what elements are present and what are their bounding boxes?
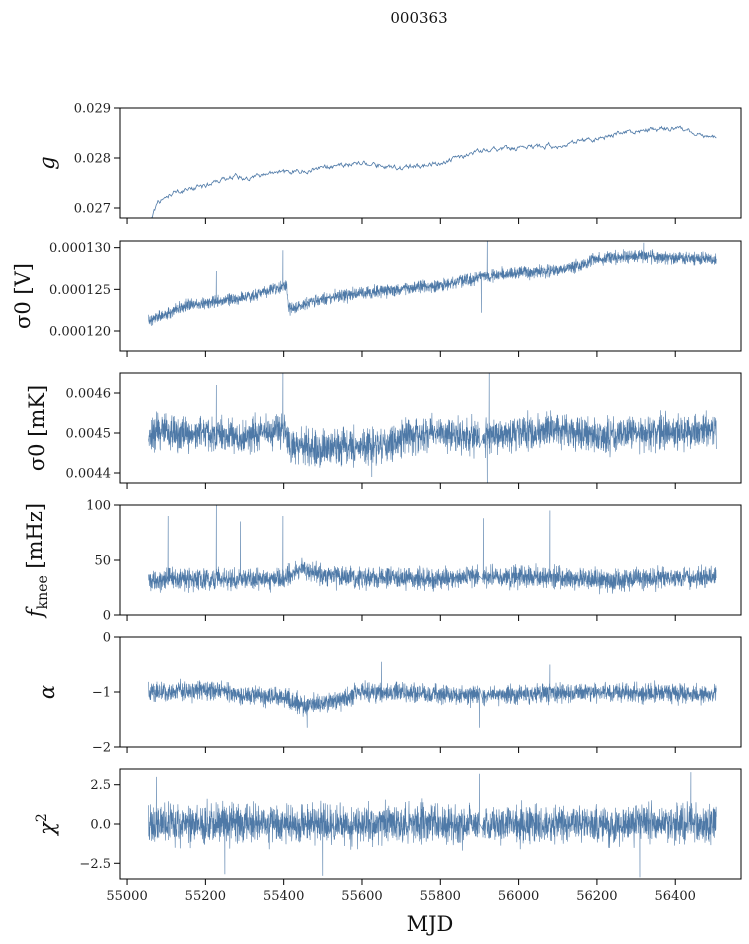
axes-frame: [119, 107, 742, 219]
y-tick-label: −1: [92, 686, 111, 701]
y-tick-label: 0.000125: [49, 283, 111, 298]
x-tick-label: 55000: [106, 889, 147, 904]
y-tick-label: −2.5: [79, 857, 111, 872]
y-tick-label: 0.0045: [66, 427, 112, 442]
x-tick-label: 55600: [341, 889, 382, 904]
y-axis-label: σ0 [mK]: [25, 385, 49, 471]
y-tick-label: 2.5: [90, 778, 111, 793]
series-line: [148, 505, 717, 595]
series-line: [151, 125, 717, 218]
series-line: [148, 772, 717, 878]
panel-alpha: −2 −1 0 α: [35, 631, 742, 756]
axes-frame: [119, 240, 742, 352]
panel-sigma0-mk: 0.0044 0.0045 0.0046 σ0 [mK]: [25, 372, 742, 489]
panel-sigma0-v: 0.000120 0.000125 0.000130 σ0 [V]: [11, 240, 742, 357]
y-tick-label: 0.028: [74, 152, 111, 167]
y-axis-label: χ2: [34, 813, 59, 837]
y-tick-label: 0.000130: [49, 241, 111, 256]
y-tick-label: 100: [86, 499, 111, 514]
y-axis-label: σ0 [V]: [11, 263, 35, 329]
x-tick-label: 56200: [576, 889, 617, 904]
y-tick-label: 0.0046: [66, 387, 112, 402]
x-tick-label: 55200: [185, 889, 226, 904]
y-axis-label: α: [35, 685, 59, 699]
y-tick-label: 0.000120: [49, 325, 111, 340]
x-tick-label: 56400: [655, 889, 696, 904]
y-tick-label: 0: [103, 631, 111, 646]
chart-title: 000363: [390, 9, 447, 27]
axes-frame: [119, 372, 742, 484]
panel-fknee: 0 50 100 fknee [mHz]: [23, 499, 742, 624]
y-tick-label: 0.027: [74, 202, 111, 217]
series-line: [148, 241, 717, 326]
series-line: [148, 661, 717, 728]
x-axis-label: MJD: [407, 912, 454, 936]
axes-frame: [119, 504, 742, 616]
y-tick-label: 0.0: [90, 818, 111, 833]
x-tick-label: 55800: [420, 889, 461, 904]
panel-chi2: 55000 55200 55400 55600 55800 56000 56200 56400…: [34, 768, 742, 904]
y-tick-label: 50: [94, 554, 111, 569]
y-tick-label: 0: [103, 609, 111, 624]
y-tick-label: 0.029: [74, 102, 111, 117]
x-tick-label: 56000: [498, 889, 539, 904]
series-line: [148, 373, 717, 483]
panel-gain: 0.027 0.028 0.029 g: [35, 102, 742, 224]
y-tick-label: 0.0044: [66, 467, 112, 482]
y-tick-label: −2: [92, 741, 111, 756]
x-tick-label: 55400: [263, 889, 304, 904]
y-axis-label: fknee [mHz]: [23, 503, 51, 619]
y-axis-label: g: [35, 156, 59, 169]
